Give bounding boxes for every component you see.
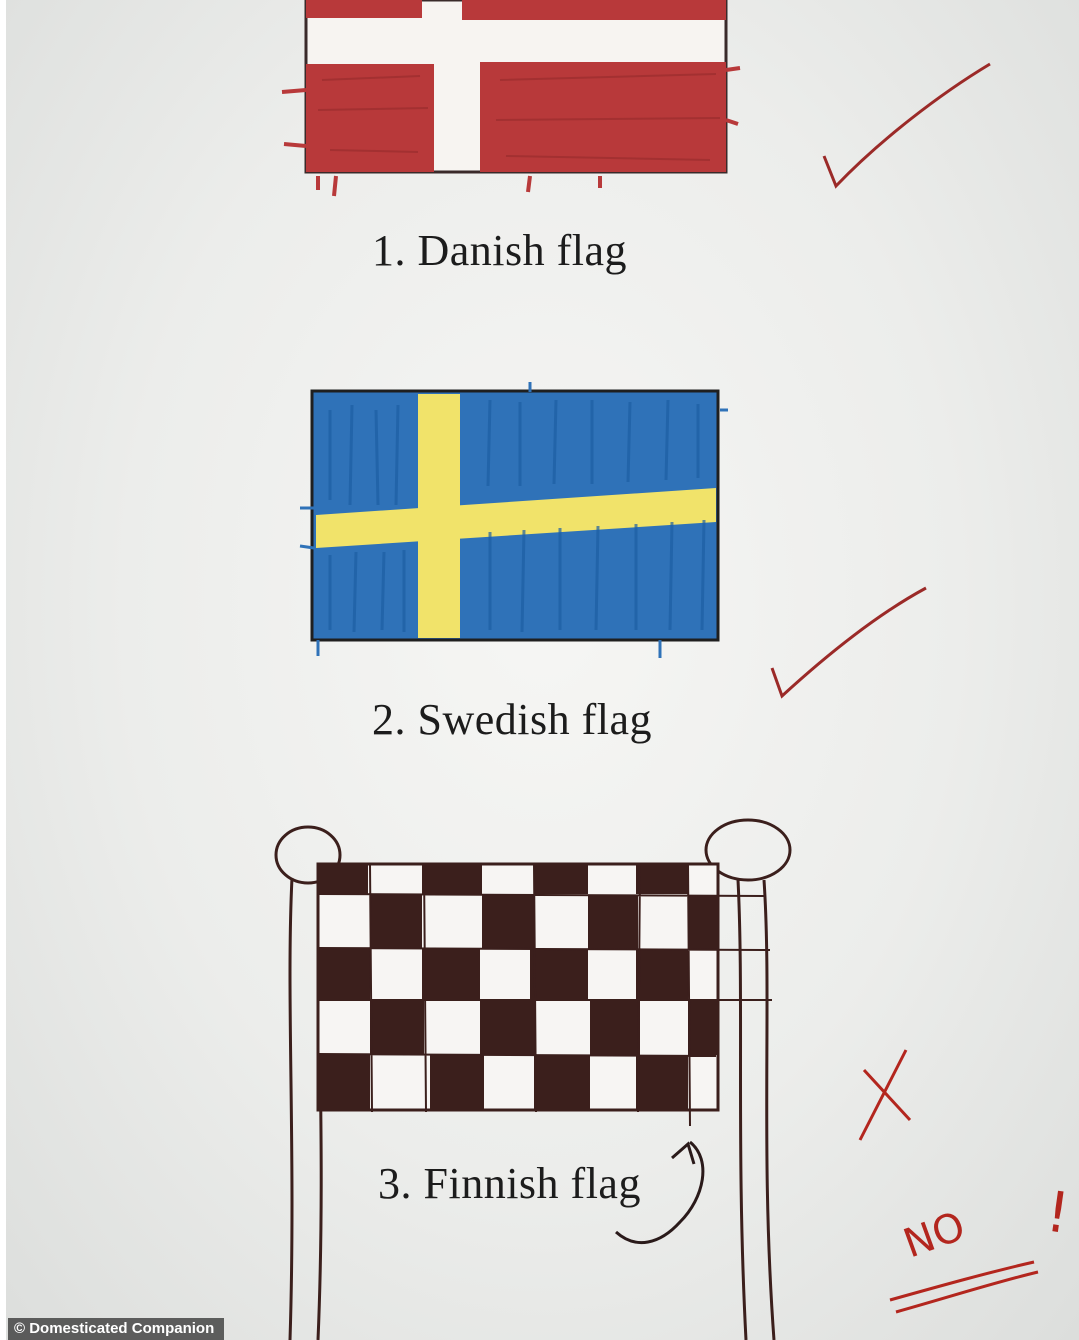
exclamation-mark: ! [1042,1179,1073,1246]
x-mark [858,1049,912,1141]
checkmark-swedish [770,586,927,699]
photo-credit: © Domesticated Companion [8,1318,225,1340]
danish-flag-drawing [281,0,741,197]
teacher-marks: NO ! [770,62,1073,1314]
caption-finnish-flag: 3. Finnish flag [378,1159,641,1208]
caption-danish-flag: 1. Danish flag [372,226,628,275]
checkmark-danish [822,62,991,189]
finnish-flag-drawing [274,818,792,1340]
no-mark: NO [898,1203,971,1267]
caption-swedish-flag: 2. Swedish flag [372,695,653,744]
worksheet-paper [6,0,1079,1340]
no-underline [889,1260,1039,1314]
swedish-flag-drawing [299,382,728,658]
